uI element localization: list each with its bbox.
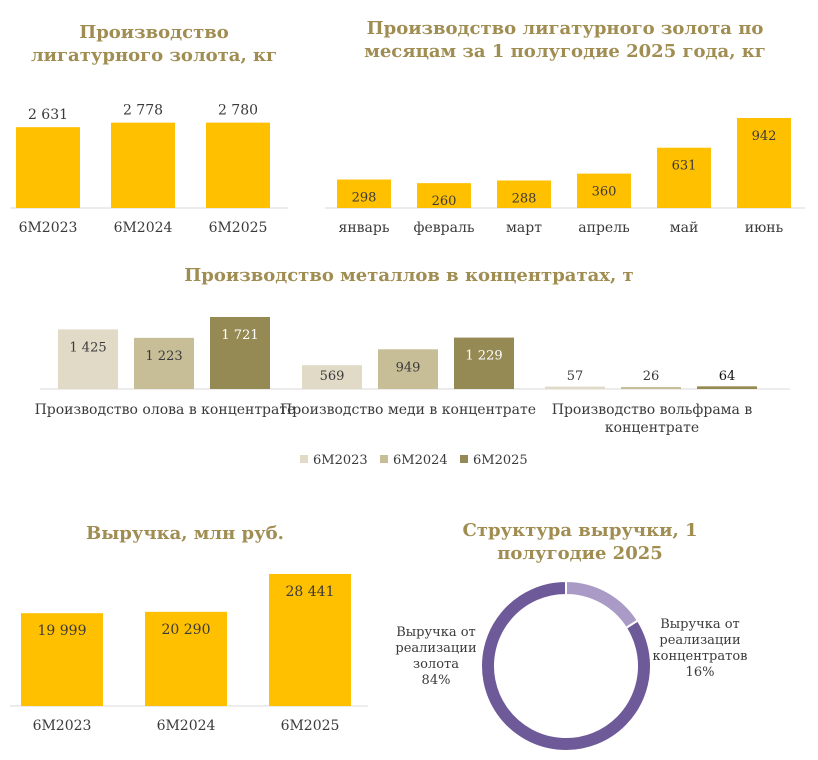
bar-value-label: 64: [719, 369, 736, 384]
bar-value-label: 19 999: [38, 623, 87, 639]
x-tick-label: февраль: [414, 220, 475, 236]
x-tick-label: Производство вольфрама в: [552, 402, 753, 418]
gold-by-year-title: Производство лигатурного золота, кг: [14, 22, 294, 67]
x-tick-label: март: [506, 220, 542, 236]
title-line: полугодие 2025: [497, 542, 663, 564]
x-tick-label: апрель: [578, 220, 630, 236]
bar-value-label: 2 631: [28, 107, 68, 123]
revenue-structure-title: Структура выручки, 1 полугодие 2025: [430, 520, 730, 565]
x-tick-label: май: [670, 220, 699, 236]
bar-value-label: 569: [320, 369, 345, 384]
slice-label: Выручка от: [396, 625, 476, 640]
x-tick-label: концентрате: [605, 420, 699, 436]
bar: [697, 386, 757, 389]
x-tick-label: январь: [339, 220, 390, 236]
donut-slice: [480, 579, 652, 752]
x-tick-label: 6M2023: [33, 718, 92, 734]
bar: [111, 122, 175, 208]
legend-swatch: [380, 455, 388, 463]
title-line: месяцам за 1 полугодие 2025 года, кг: [364, 40, 766, 62]
bar-value-label: 360: [592, 185, 617, 200]
slice-label: 84%: [422, 673, 451, 688]
metals-title: Производство металлов в концентратах, т: [184, 265, 634, 286]
legend-label: 6M2023: [313, 453, 368, 468]
bar-value-label: 28 441: [286, 584, 335, 600]
legend-swatch: [300, 455, 308, 463]
bar-value-label: 20 290: [162, 622, 211, 638]
bar: [417, 183, 471, 208]
x-tick-label: 6M2024: [114, 220, 173, 236]
x-tick-label: 6M2025: [281, 718, 340, 734]
bar: [737, 118, 791, 208]
bar: [657, 147, 711, 208]
bar: [269, 574, 351, 706]
title-line: Структура выручки, 1: [462, 520, 698, 541]
title-line: Производство лигатурного золота по: [366, 18, 764, 39]
gold-by-month-title: Производство лигатурного золота по месяц…: [330, 18, 800, 63]
bar: [545, 386, 605, 389]
x-tick-label: Производство меди в концентрате: [280, 402, 536, 418]
bar-value-label: 2 780: [218, 103, 258, 119]
bar-value-label: 1 425: [69, 340, 106, 355]
bar-value-label: 1 229: [465, 349, 502, 364]
bar-value-label: 1 223: [145, 349, 182, 364]
bar-value-label: 260: [432, 194, 457, 209]
bar-value-label: 298: [352, 191, 377, 206]
legend-label: 6M2024: [393, 453, 448, 468]
bar: [378, 349, 438, 389]
bar: [497, 180, 551, 208]
bar-value-label: 949: [396, 360, 421, 375]
legend-label: 6M2025: [473, 453, 528, 468]
bar: [302, 365, 362, 389]
slice-label: концентратов: [653, 649, 748, 664]
slice-label: золота: [413, 657, 459, 672]
slice-label: 16%: [686, 665, 715, 680]
bar: [454, 337, 514, 389]
bar-value-label: 942: [752, 129, 777, 144]
bar: [134, 337, 194, 389]
bar-value-label: 26: [643, 369, 660, 384]
slice-label: Выручка от: [660, 617, 740, 632]
bar-value-label: 631: [672, 159, 697, 174]
bar: [206, 122, 270, 208]
bar: [337, 179, 391, 208]
revenue-title: Выручка, млн руб.: [86, 523, 284, 544]
bar: [621, 387, 681, 389]
bar: [58, 329, 118, 389]
x-tick-label: 6M2023: [19, 220, 78, 236]
bar-value-label: 57: [567, 369, 584, 384]
x-tick-label: июнь: [745, 220, 784, 236]
slice-label: реализации: [659, 633, 740, 648]
legend-swatch: [460, 455, 468, 463]
bar-value-label: 2 778: [123, 103, 163, 119]
slice-label: реализации: [395, 641, 476, 656]
x-tick-label: 6M2025: [209, 220, 268, 236]
title-line: лигатурного золота, кг: [30, 44, 278, 66]
bar: [16, 127, 80, 208]
x-tick-label: Производство олова в концентрате: [35, 402, 296, 418]
bar: [210, 317, 270, 389]
title-line: Производство: [79, 22, 229, 43]
bar: [145, 611, 227, 706]
bar-value-label: 288: [512, 191, 537, 206]
bar: [21, 613, 103, 706]
bar: [577, 173, 631, 208]
donut-slice: [565, 579, 640, 630]
bar-value-label: 1 721: [221, 328, 258, 343]
x-tick-label: 6M2024: [157, 718, 216, 734]
